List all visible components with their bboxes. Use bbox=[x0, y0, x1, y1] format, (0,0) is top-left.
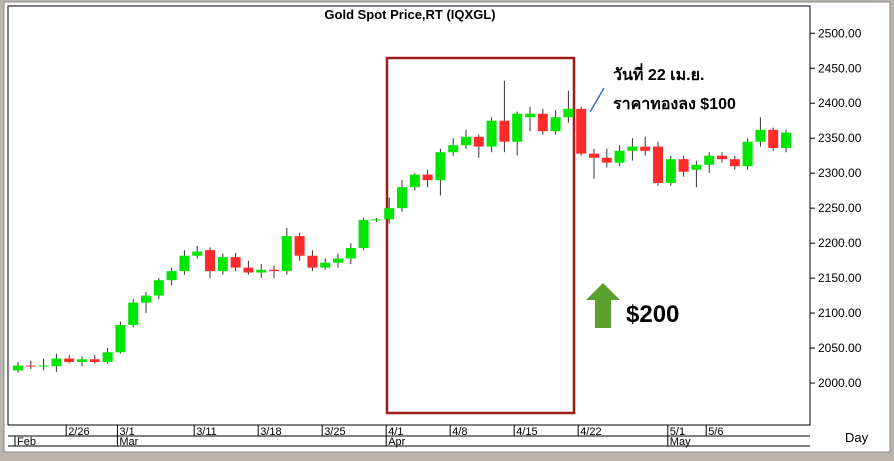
candle-body bbox=[704, 155, 715, 165]
y-tick-label: 2000.00 bbox=[818, 376, 862, 390]
candle-body bbox=[153, 280, 164, 296]
candle-body bbox=[230, 257, 241, 268]
candle-body bbox=[64, 358, 75, 363]
candle-body bbox=[589, 153, 599, 158]
plot-frame bbox=[7, 5, 811, 426]
candle-body bbox=[128, 302, 139, 325]
candle-body bbox=[499, 120, 510, 142]
candle-body bbox=[38, 365, 49, 367]
annotation: ราคาทองลง $100 bbox=[613, 96, 736, 113]
x-tick-label: 4/15 bbox=[516, 426, 537, 438]
candle-body bbox=[333, 258, 343, 263]
month-label: Feb bbox=[17, 436, 36, 448]
candle-body bbox=[461, 136, 471, 146]
x-tick-label: 5/1 bbox=[670, 426, 685, 438]
candle-body bbox=[653, 146, 663, 183]
candle-body bbox=[115, 324, 126, 353]
x-tick-label: 3/25 bbox=[324, 426, 345, 438]
candle-body bbox=[755, 129, 766, 142]
y-tick-label: 2500.00 bbox=[818, 26, 862, 40]
candle-body bbox=[102, 352, 113, 363]
candle-body bbox=[345, 248, 356, 259]
candle-body bbox=[13, 365, 23, 371]
candle-body bbox=[537, 113, 548, 132]
pointer-line bbox=[589, 87, 605, 113]
candle-body bbox=[665, 159, 676, 183]
candle-body bbox=[512, 113, 523, 142]
candle-body bbox=[550, 117, 561, 132]
candle-body bbox=[742, 141, 753, 167]
annotation: $200 bbox=[626, 301, 679, 328]
candle-body bbox=[435, 152, 446, 181]
candle-body bbox=[781, 132, 791, 148]
candle-body bbox=[25, 365, 36, 367]
candle-body bbox=[525, 113, 535, 118]
candle-body bbox=[397, 187, 407, 209]
candle-body bbox=[486, 120, 497, 147]
candle-body bbox=[205, 250, 215, 272]
candle-body bbox=[627, 146, 638, 151]
x-axis-label: Day bbox=[845, 430, 869, 445]
month-label: Mar bbox=[119, 436, 138, 448]
highlight-box bbox=[385, 56, 576, 415]
candle-body bbox=[614, 150, 625, 163]
x-tick-label: 4/8 bbox=[452, 426, 467, 438]
x-tick-label: 5/6 bbox=[708, 426, 723, 438]
x-tick-label: 4/1 bbox=[388, 426, 403, 438]
candle-body bbox=[307, 255, 318, 268]
candle-body bbox=[717, 155, 727, 160]
candle-body bbox=[281, 236, 292, 272]
y-tick-label: 2150.00 bbox=[818, 271, 862, 285]
x-tick-label: 3/11 bbox=[196, 426, 217, 438]
month-label: May bbox=[670, 436, 691, 448]
candle-body bbox=[217, 257, 228, 272]
candle-body bbox=[563, 108, 574, 118]
candle-body bbox=[371, 219, 382, 221]
candle-body bbox=[358, 220, 369, 249]
y-tick-label: 2350.00 bbox=[818, 131, 862, 145]
candle-body bbox=[409, 174, 420, 188]
candle-body bbox=[179, 255, 190, 272]
candle-body bbox=[576, 108, 587, 154]
candle-body bbox=[294, 236, 305, 256]
candle-body bbox=[729, 159, 740, 167]
candle-body bbox=[192, 251, 203, 256]
candle-body bbox=[269, 269, 279, 272]
candle-body bbox=[640, 146, 651, 151]
month-label: Apr bbox=[388, 436, 405, 448]
candle-body bbox=[384, 208, 395, 220]
candle-body bbox=[77, 359, 87, 363]
x-tick-label: 3/18 bbox=[260, 426, 281, 438]
candle-body bbox=[166, 271, 177, 281]
up-arrow bbox=[586, 283, 620, 328]
candle-body bbox=[422, 174, 433, 181]
y-tick-label: 2050.00 bbox=[818, 341, 862, 355]
y-tick-label: 2450.00 bbox=[818, 61, 862, 75]
candle-body bbox=[691, 164, 702, 170]
y-tick-label: 2250.00 bbox=[818, 201, 862, 215]
x-tick-label: 4/22 bbox=[580, 426, 601, 438]
candle-body bbox=[256, 269, 267, 273]
candle-body bbox=[141, 295, 151, 303]
candle-body bbox=[601, 157, 612, 163]
candle-body bbox=[448, 145, 459, 153]
candle-body bbox=[243, 267, 254, 273]
candle-body bbox=[768, 129, 779, 148]
y-tick-label: 2100.00 bbox=[818, 306, 862, 320]
candle-body bbox=[51, 358, 62, 367]
y-tick-label: 2300.00 bbox=[818, 166, 862, 180]
x-tick-label: 3/1 bbox=[119, 426, 134, 438]
y-tick-label: 2400.00 bbox=[818, 96, 862, 110]
candle-body bbox=[89, 359, 100, 363]
chart-title: Gold Spot Price,RT (IQXGL) bbox=[324, 7, 495, 22]
candle-body bbox=[473, 136, 484, 147]
candle-body bbox=[320, 262, 331, 268]
y-tick-label: 2200.00 bbox=[818, 236, 862, 250]
candle-body bbox=[678, 159, 689, 172]
annotation: วันที่ 22 เม.ย. bbox=[613, 63, 704, 84]
x-tick-label: 2/26 bbox=[68, 426, 89, 438]
